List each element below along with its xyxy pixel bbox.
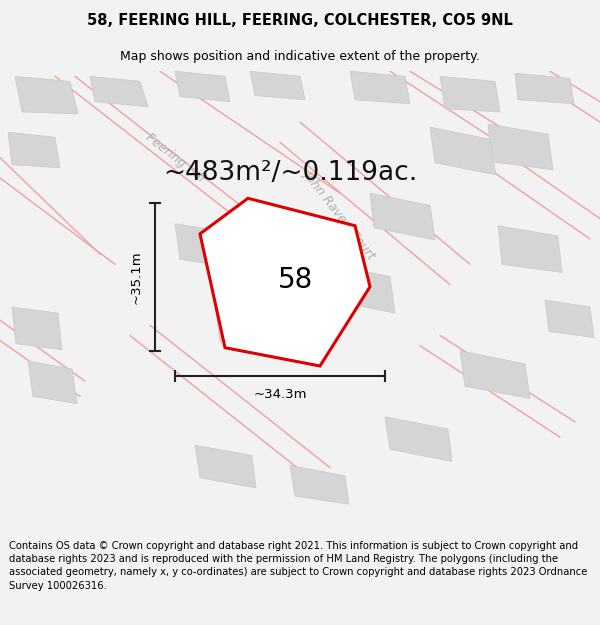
Polygon shape bbox=[250, 71, 305, 100]
Polygon shape bbox=[498, 226, 562, 272]
Polygon shape bbox=[8, 132, 60, 168]
Polygon shape bbox=[290, 466, 349, 504]
Polygon shape bbox=[28, 361, 77, 404]
Text: 58, FEERING HILL, FEERING, COLCHESTER, CO5 9NL: 58, FEERING HILL, FEERING, COLCHESTER, C… bbox=[87, 12, 513, 28]
Polygon shape bbox=[488, 124, 553, 170]
Polygon shape bbox=[195, 445, 256, 488]
Polygon shape bbox=[90, 76, 148, 107]
Text: ~483m²/~0.119ac.: ~483m²/~0.119ac. bbox=[163, 160, 417, 186]
Text: Feering Hill: Feering Hill bbox=[143, 131, 207, 184]
Polygon shape bbox=[545, 300, 594, 338]
Text: Contains OS data © Crown copyright and database right 2021. This information is : Contains OS data © Crown copyright and d… bbox=[9, 541, 587, 591]
Polygon shape bbox=[350, 71, 410, 104]
Polygon shape bbox=[440, 76, 500, 112]
Text: John Raven Court: John Raven Court bbox=[301, 167, 379, 261]
Polygon shape bbox=[200, 198, 370, 366]
Polygon shape bbox=[460, 351, 530, 399]
Text: 58: 58 bbox=[277, 266, 313, 294]
Polygon shape bbox=[175, 71, 230, 102]
Polygon shape bbox=[215, 305, 275, 350]
Polygon shape bbox=[15, 76, 78, 114]
Text: ~35.1m: ~35.1m bbox=[130, 251, 143, 304]
Polygon shape bbox=[370, 193, 435, 240]
Polygon shape bbox=[515, 73, 574, 104]
Polygon shape bbox=[12, 307, 62, 350]
Polygon shape bbox=[330, 264, 395, 313]
Text: ~34.3m: ~34.3m bbox=[253, 388, 307, 401]
Polygon shape bbox=[385, 417, 452, 461]
Polygon shape bbox=[175, 224, 245, 269]
Text: Map shows position and indicative extent of the property.: Map shows position and indicative extent… bbox=[120, 49, 480, 62]
Polygon shape bbox=[430, 127, 496, 175]
